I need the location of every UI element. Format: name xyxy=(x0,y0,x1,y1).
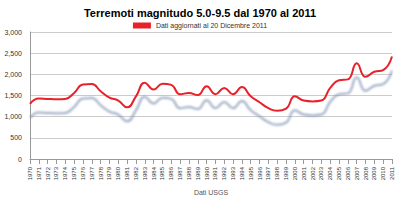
svg-text:1979: 1979 xyxy=(106,166,112,180)
svg-text:0: 0 xyxy=(18,156,22,163)
svg-text:1988: 1988 xyxy=(186,166,192,180)
svg-text:1987: 1987 xyxy=(177,166,183,180)
svg-text:1989: 1989 xyxy=(195,166,201,180)
svg-text:2001: 2001 xyxy=(301,166,307,180)
svg-text:1984: 1984 xyxy=(151,166,157,180)
svg-text:2007: 2007 xyxy=(354,166,360,180)
svg-text:1974: 1974 xyxy=(62,166,68,180)
svg-text:1975: 1975 xyxy=(71,166,77,180)
svg-text:1999: 1999 xyxy=(283,166,289,180)
svg-text:1990: 1990 xyxy=(204,166,210,180)
svg-text:2,500: 2,500 xyxy=(4,50,22,57)
svg-text:1977: 1977 xyxy=(89,166,95,180)
svg-text:2005: 2005 xyxy=(336,166,342,180)
svg-text:1992: 1992 xyxy=(221,166,227,180)
svg-text:2,000: 2,000 xyxy=(4,71,22,78)
svg-text:1998: 1998 xyxy=(274,166,280,180)
svg-text:2011: 2011 xyxy=(389,166,395,180)
svg-text:500: 500 xyxy=(10,134,22,141)
svg-text:1986: 1986 xyxy=(168,166,174,180)
svg-text:1995: 1995 xyxy=(248,166,254,180)
svg-text:1994: 1994 xyxy=(239,166,245,180)
svg-text:1971: 1971 xyxy=(36,166,42,180)
svg-text:1976: 1976 xyxy=(80,166,86,180)
svg-text:2008: 2008 xyxy=(363,166,369,180)
svg-text:Dati aggiornati al 20 Dicembre: Dati aggiornati al 20 Dicembre 2011 xyxy=(156,22,267,30)
svg-text:2010: 2010 xyxy=(380,166,386,180)
svg-text:1985: 1985 xyxy=(159,166,165,180)
svg-text:2003: 2003 xyxy=(318,166,324,180)
svg-text:1972: 1972 xyxy=(45,166,51,180)
svg-text:1981: 1981 xyxy=(124,166,130,180)
svg-text:1997: 1997 xyxy=(265,166,271,180)
svg-text:1970: 1970 xyxy=(27,166,33,180)
svg-text:1991: 1991 xyxy=(212,166,218,180)
svg-text:1,000: 1,000 xyxy=(4,113,22,120)
svg-text:1983: 1983 xyxy=(142,166,148,180)
svg-text:Dati USGS: Dati USGS xyxy=(194,189,229,196)
svg-text:2006: 2006 xyxy=(345,166,351,180)
svg-text:2009: 2009 xyxy=(371,166,377,180)
svg-text:1,500: 1,500 xyxy=(4,92,22,99)
svg-text:Terremoti magnitudo 5.0-9.5 da: Terremoti magnitudo 5.0-9.5 dal 1970 al … xyxy=(84,7,316,19)
svg-text:1978: 1978 xyxy=(98,166,104,180)
svg-text:1996: 1996 xyxy=(257,166,263,180)
svg-text:1993: 1993 xyxy=(230,166,236,180)
svg-text:1980: 1980 xyxy=(115,166,121,180)
svg-text:3,000: 3,000 xyxy=(4,29,22,36)
svg-text:2004: 2004 xyxy=(327,166,333,180)
svg-text:2000: 2000 xyxy=(292,166,298,180)
svg-text:1982: 1982 xyxy=(133,166,139,180)
svg-text:1973: 1973 xyxy=(53,166,59,180)
svg-text:2002: 2002 xyxy=(310,166,316,180)
